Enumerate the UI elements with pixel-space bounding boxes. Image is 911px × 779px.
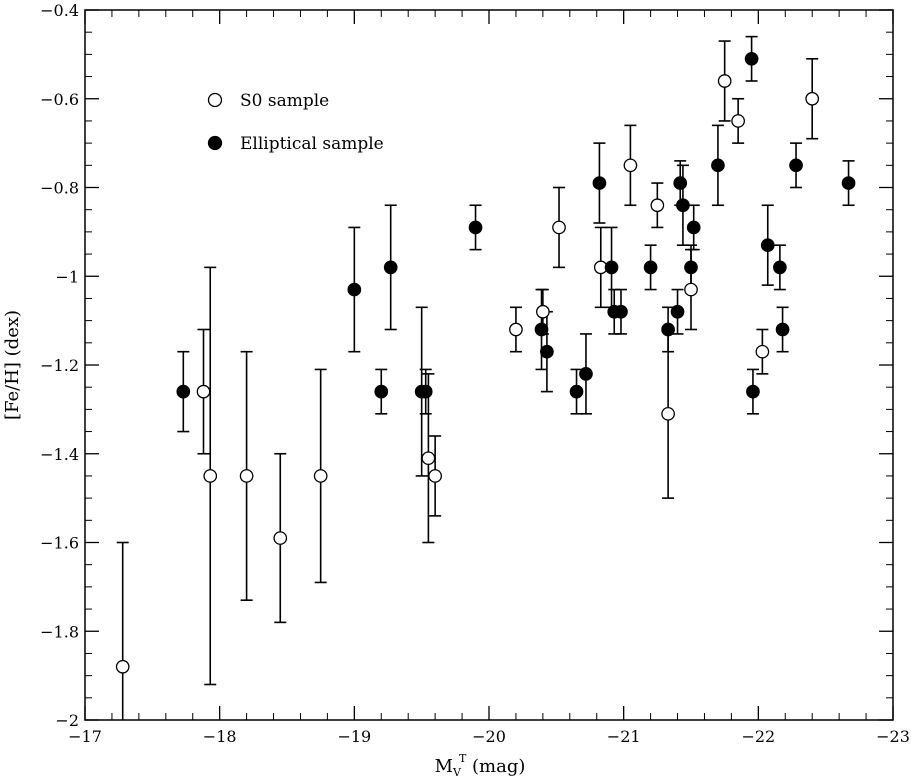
data-point-s0 xyxy=(661,406,675,421)
data-point-elliptical xyxy=(347,282,362,297)
data-point-elliptical xyxy=(534,322,549,337)
data-point-s0 xyxy=(273,531,288,545)
data-point-elliptical xyxy=(383,260,398,275)
data-point-s0 xyxy=(115,659,130,674)
y-axis-label: [Fe/H] (dex) xyxy=(2,310,23,420)
y-tick-label: −0.4 xyxy=(40,1,79,20)
data-point-elliptical xyxy=(841,176,856,190)
data-point-s0 xyxy=(428,469,442,483)
data-point-elliptical xyxy=(418,384,433,399)
data-point-elliptical xyxy=(643,260,658,275)
data-point-elliptical xyxy=(711,158,725,173)
data-point-elliptical xyxy=(604,260,619,275)
x-tick-label: −23 xyxy=(876,727,910,746)
data-point-elliptical xyxy=(374,384,389,399)
legend-label-elliptical: Elliptical sample xyxy=(240,134,384,154)
data-point-elliptical xyxy=(789,158,803,173)
x-tick-label: −17 xyxy=(68,727,102,746)
x-tick-label: −20 xyxy=(472,727,506,746)
data-point-s0 xyxy=(239,469,254,483)
data-point-s0 xyxy=(623,158,638,173)
data-point-s0 xyxy=(650,198,665,213)
data-point-s0 xyxy=(717,74,732,88)
data-point-s0 xyxy=(684,282,698,297)
data-point-s0 xyxy=(552,220,566,235)
data-point-elliptical xyxy=(176,384,191,399)
data-point-s0 xyxy=(731,114,745,128)
data-point-elliptical xyxy=(686,220,701,235)
data-markers xyxy=(115,51,856,674)
legend-label-s0: S0 sample xyxy=(240,91,329,111)
data-point-elliptical xyxy=(676,198,690,213)
data-point-s0 xyxy=(536,304,550,319)
data-point-elliptical xyxy=(670,304,685,319)
data-point-s0 xyxy=(203,469,218,483)
legend-marker-s0 xyxy=(207,92,223,108)
data-point-s0 xyxy=(805,91,820,106)
y-tick-label: −1.2 xyxy=(40,356,79,375)
y-tick-label: −0.6 xyxy=(40,90,79,109)
data-point-elliptical xyxy=(773,260,787,275)
data-point-elliptical xyxy=(614,304,628,319)
error-bars xyxy=(116,35,855,720)
axis-ticks: −17 −18 −19 −20 −21 −22 −23 −2 −1.8 −1.6 −1.4 −1.2 −… xyxy=(40,1,910,746)
data-point-elliptical xyxy=(684,260,698,275)
data-point-elliptical xyxy=(540,344,554,359)
legend-marker-elliptical xyxy=(207,135,223,151)
data-point-s0 xyxy=(196,384,211,399)
data-point-s0 xyxy=(313,469,328,483)
plot-border xyxy=(84,9,894,721)
data-point-elliptical xyxy=(592,176,607,190)
data-point-elliptical xyxy=(775,322,790,337)
data-point-elliptical xyxy=(673,176,688,190)
x-tick-label: −21 xyxy=(607,727,641,746)
y-tick-label: −1 xyxy=(55,267,79,286)
data-point-elliptical xyxy=(744,51,759,66)
y-tick-label: −2 xyxy=(55,711,79,730)
data-point-elliptical xyxy=(468,220,483,235)
data-point-s0 xyxy=(755,344,770,359)
data-point-s0 xyxy=(421,451,436,466)
y-tick-label: −1.6 xyxy=(40,534,79,553)
data-point-elliptical xyxy=(760,238,775,253)
y-tick-label: −1.4 xyxy=(40,445,79,464)
data-point-elliptical xyxy=(569,384,584,399)
plot-frame xyxy=(84,9,894,721)
x-tick-label: −19 xyxy=(337,727,371,746)
y-tick-label: −0.8 xyxy=(40,179,79,198)
x-tick-label: −18 xyxy=(203,727,237,746)
data-point-s0 xyxy=(509,322,523,337)
data-point-elliptical xyxy=(579,367,593,381)
data-point-elliptical xyxy=(661,322,675,337)
x-axis-label: MVT (mag) xyxy=(435,752,526,779)
legend: S0 sample Elliptical sample xyxy=(207,91,384,154)
x-tick-label: −22 xyxy=(741,727,775,746)
y-tick-label: −1.8 xyxy=(40,622,79,641)
data-point-elliptical xyxy=(746,384,760,399)
